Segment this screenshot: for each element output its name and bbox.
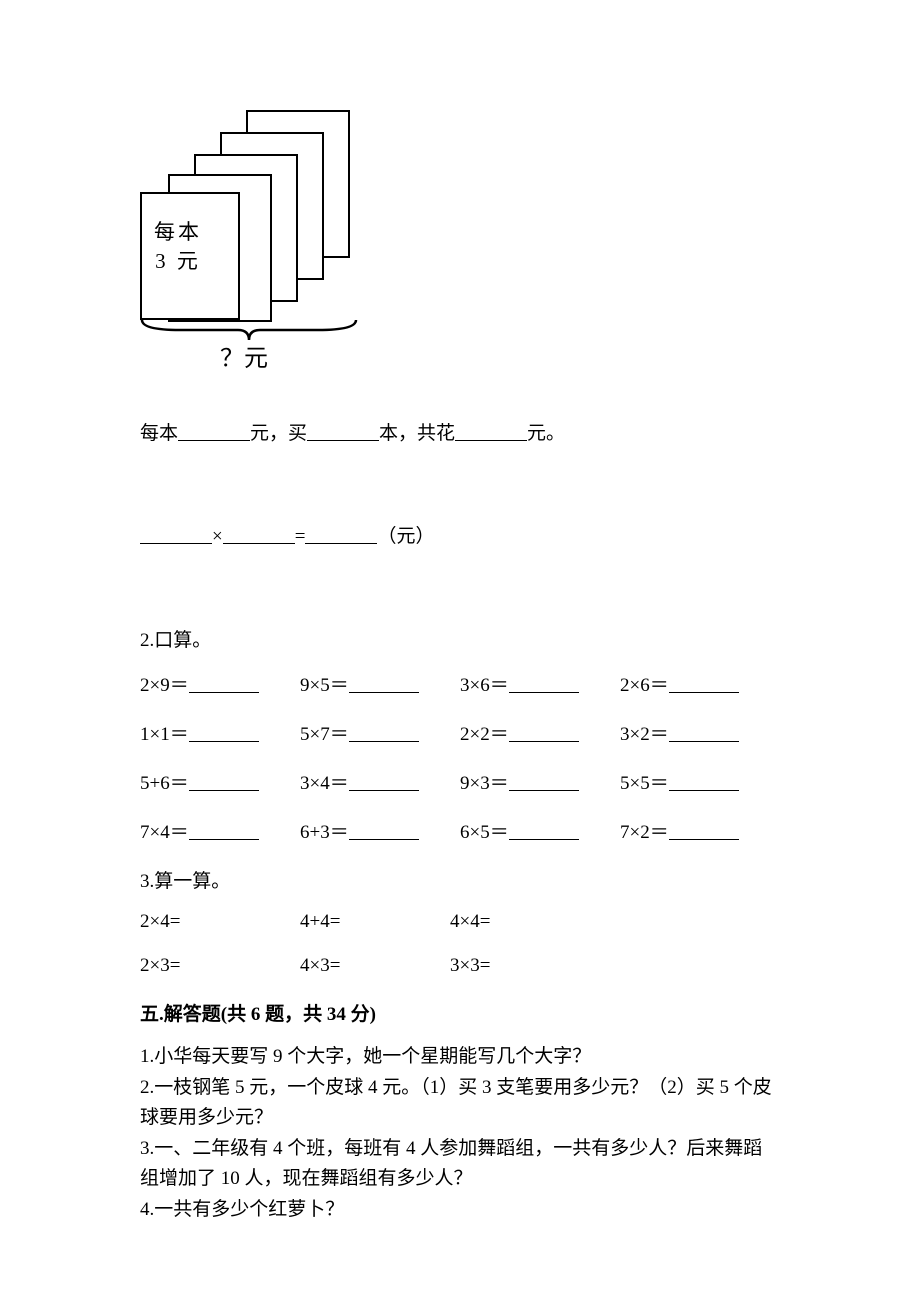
problem-3: 3.一、二年级有 4 个班，每班有 4 人参加舞蹈组，一共有多少人？后来舞蹈组增… [140,1134,780,1193]
blank [509,675,579,693]
blank [509,822,579,840]
fill1-suffix: 元。 [527,423,565,444]
calc-expr: 2×6＝ [620,675,669,696]
notebook-stack-diagram: 每本 3 元 ？元 [140,110,380,370]
fill1-mid2: 本，共花 [379,423,455,444]
notebook-label-line2: 3 元 [155,249,201,273]
blank [349,822,419,840]
blank [349,773,419,791]
section-five-heading: 五.解答题(共 6 题，共 34 分) [140,999,780,1026]
calc-expr: 9×5＝ [300,675,349,696]
calc-expr: 3×4＝ [300,773,349,794]
fill-in-equation: × = （元） [140,523,780,552]
problem-4: 4.一共有多少个红萝卜？ [140,1195,780,1224]
blank [455,421,527,441]
problem-2: 2.一枝钢笔 5 元，一个皮球 4 元。（1）买 3 支笔要用多少元？（2）买 … [140,1073,780,1132]
blank [349,724,419,742]
calc-cell: 3×3= [450,955,600,977]
blank [189,675,259,693]
calc-expr: 3×6＝ [460,675,509,696]
fill1-mid1: 元，买 [250,423,307,444]
calc-expr: 2×2＝ [460,724,509,745]
fill-in-sentence-1: 每本 元，买 本，共花 元。 [140,420,780,449]
q2-label: 2.口算。 [140,625,780,652]
calc-cell: 2×3= [140,955,300,977]
blank [349,675,419,693]
fill1-prefix: 每本 [140,423,178,444]
blank [305,524,377,544]
notebook-price-label: 每本 3 元 [154,218,202,277]
calc-cell: 2×6＝ [620,670,780,697]
calc-expr: 2×4= [140,911,180,932]
calc-expr: 4×3= [300,955,340,976]
calc-cell: 3×2＝ [620,719,780,746]
fill2-suffix: （元） [377,526,434,547]
problem-1: 1.小华每天要写 9 个大字，她一个星期能写几个大字？ [140,1042,780,1071]
blank [223,524,295,544]
blank [307,421,379,441]
blank [669,822,739,840]
calc-cell: 9×5＝ [300,670,460,697]
blank [669,724,739,742]
calc-cell: 6×5＝ [460,817,620,844]
blank [178,421,250,441]
q2-grid: 2×9＝ 9×5＝ 3×6＝ 2×6＝ 1×1＝ 5×7＝ 2×2＝ 3×2＝ … [140,670,780,844]
calc-expr: 7×4＝ [140,822,189,843]
calc-expr: 5×7＝ [300,724,349,745]
fill2-eq: = [295,526,306,547]
blank [189,724,259,742]
calc-cell: 4×3= [300,955,450,977]
calc-cell: 7×2＝ [620,817,780,844]
calc-expr: 2×9＝ [140,675,189,696]
calc-cell: 1×1＝ [140,719,300,746]
calc-cell: 5×7＝ [300,719,460,746]
calc-cell: 6+3＝ [300,817,460,844]
calc-expr: 1×1＝ [140,724,189,745]
blank [669,675,739,693]
calc-cell: 3×6＝ [460,670,620,697]
calc-cell: 7×4＝ [140,817,300,844]
calc-expr: 6×5＝ [460,822,509,843]
calc-expr: 5×5＝ [620,773,669,794]
calc-expr: 2×3= [140,955,180,976]
calc-cell: 9×3＝ [460,768,620,795]
calc-expr: 4+4= [300,911,340,932]
calc-cell: 4×4= [450,911,600,933]
word-problems-list: 1.小华每天要写 9 个大字，她一个星期能写几个大字？ 2.一枝钢笔 5 元，一… [140,1042,780,1225]
calc-expr: 4×4= [450,911,490,932]
notebook-label-line1: 每本 [154,220,202,244]
diagram-question-label: ？元 [220,338,268,373]
calc-expr: 6+3＝ [300,822,349,843]
calc-expr: 7×2＝ [620,822,669,843]
fill2-mid: × [212,526,223,547]
blank [140,524,212,544]
blank [509,773,579,791]
calc-cell: 2×9＝ [140,670,300,697]
blank [189,773,259,791]
calc-cell: 2×2＝ [460,719,620,746]
calc-cell: 5+6＝ [140,768,300,795]
calc-cell: 3×4＝ [300,768,460,795]
blank [669,773,739,791]
blank [189,822,259,840]
calc-expr: 3×3= [450,955,490,976]
calc-expr: 9×3＝ [460,773,509,794]
calc-cell: 4+4= [300,911,450,933]
q3-grid: 2×4= 4+4= 4×4= 2×3= 4×3= 3×3= [140,911,780,977]
calc-cell: 5×5＝ [620,768,780,795]
calc-expr: 3×2＝ [620,724,669,745]
q3-label: 3.算一算。 [140,866,780,893]
blank [509,724,579,742]
calc-cell: 2×4= [140,911,300,933]
calc-expr: 5+6＝ [140,773,189,794]
